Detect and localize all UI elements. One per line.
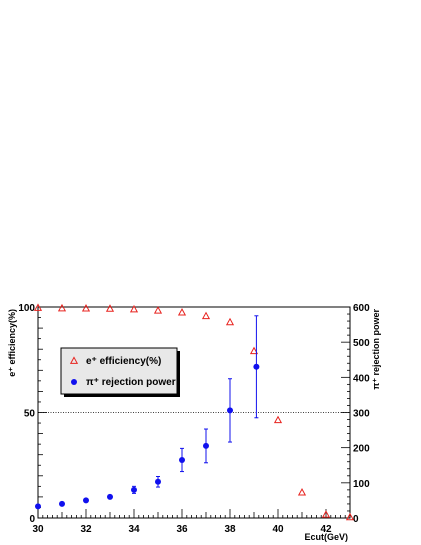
legend-box xyxy=(60,347,178,395)
x-tick-label: 42 xyxy=(320,524,332,535)
y-right-tick-label: 100 xyxy=(353,479,370,490)
y-right-tick-label: 200 xyxy=(353,444,370,455)
y-right-tick-label: 400 xyxy=(353,373,370,384)
efficiency-point xyxy=(249,346,259,355)
efficiency-point xyxy=(321,510,331,518)
efficiency-point xyxy=(129,304,139,313)
efficiency-point xyxy=(297,488,307,496)
x-tick-label: 36 xyxy=(176,524,188,535)
efficiency-point xyxy=(105,304,115,312)
y-left-tick-label: 50 xyxy=(24,409,36,420)
legend-circle-icon xyxy=(71,379,77,385)
legend-triangle-icon xyxy=(69,356,79,364)
efficiency-point xyxy=(201,311,211,320)
x-tick-label: 32 xyxy=(80,524,92,535)
efficiency-point xyxy=(177,308,187,316)
gridlines xyxy=(38,306,350,413)
rejection-point xyxy=(155,478,161,485)
y-left-axis-title: e⁺ efficiency(%) xyxy=(7,309,17,377)
legend-label-rejection: π⁺ rejection power xyxy=(86,377,176,388)
efficiency-point xyxy=(273,415,283,424)
rejection-series xyxy=(35,315,260,510)
x-tick-label: 38 xyxy=(224,524,236,535)
rejection-point xyxy=(253,363,260,370)
y-right-axis-title: π⁺ rejection power xyxy=(371,309,381,390)
rejection-point xyxy=(35,503,41,510)
rejection-point xyxy=(227,407,233,414)
x-tick-label: 30 xyxy=(32,524,44,535)
legend-marker-efficiency xyxy=(69,356,79,364)
tick-labels: 30 32 34 36 38 40 42 0 50 100 0 100 200 300 400 500 600 xyxy=(18,303,370,535)
legend: e⁺ efficiency(%) π⁺ rejection power xyxy=(60,347,180,397)
y-left-tick-label: 100 xyxy=(18,303,35,314)
rejection-point xyxy=(59,500,65,507)
legend-marker-rejection xyxy=(71,379,77,385)
x-tick-label: 40 xyxy=(272,524,284,535)
efficiency-point xyxy=(81,304,91,312)
y-left-tick-label: 0 xyxy=(29,514,35,525)
efficiency-point xyxy=(225,317,235,326)
efficiency-series xyxy=(33,303,355,521)
y-right-tick-label: 500 xyxy=(353,338,370,349)
x-tick-label: 34 xyxy=(128,524,140,535)
axis-ticks xyxy=(37,306,351,519)
rejection-point xyxy=(131,486,137,493)
rejection-point xyxy=(107,493,113,500)
y-right-tick-label: 600 xyxy=(353,303,370,314)
rejection-point xyxy=(179,456,185,463)
y-right-tick-label: 0 xyxy=(353,514,359,525)
efficiency-point xyxy=(153,306,163,314)
rejection-point xyxy=(83,497,89,504)
y-right-tick-label: 300 xyxy=(353,409,370,420)
efficiency-point xyxy=(33,303,43,311)
rejection-point xyxy=(203,442,209,449)
x-axis-title: Ecut(GeV) xyxy=(304,532,348,542)
efficiency-point xyxy=(57,303,67,312)
legend-label-efficiency: e⁺ efficiency(%) xyxy=(86,356,161,367)
efficiency-point xyxy=(345,512,355,521)
